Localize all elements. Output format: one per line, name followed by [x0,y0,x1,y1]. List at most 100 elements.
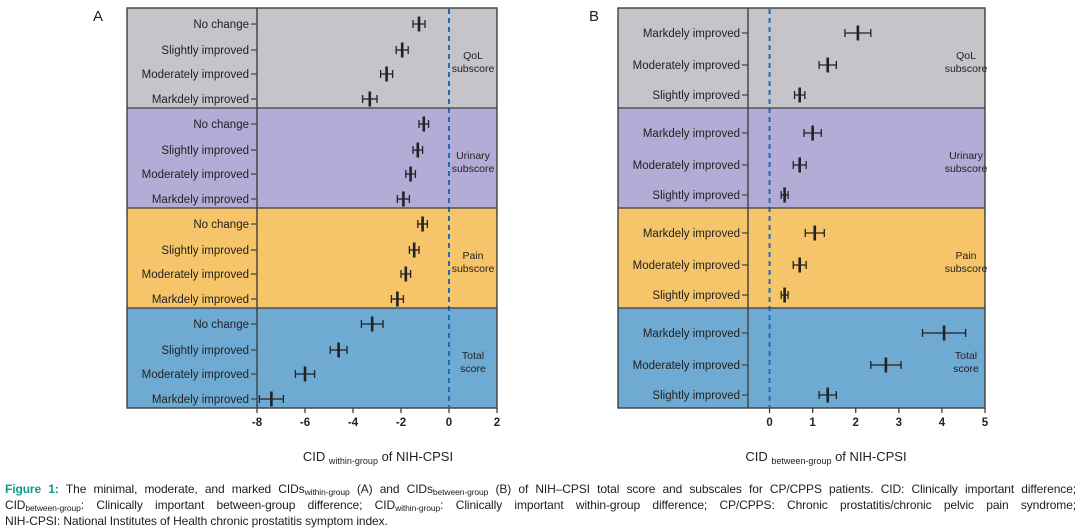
caption-text: (A) and CIDs [349,482,433,496]
group-label-line1: QoL [956,50,976,62]
row-label: Moderately improved [142,269,249,281]
row-label: Slightly improved [652,90,740,102]
caption-line-2: CIDbetween-group: Clinically important b… [5,498,1076,514]
figure-caption: Figure 1: The minimal, moderate, and mar… [5,482,1076,529]
group-label-line2: subscore [452,263,495,275]
x-tick-label: 4 [939,417,946,429]
x-tick-label: -6 [300,417,310,429]
band-qol-subscore [618,8,985,108]
error-bar-markdely-improved [361,91,378,107]
error-bar-slightly-improved [780,187,789,203]
x-tick-label: 5 [982,417,989,429]
panel-a: No change Slightly improved Moderately imp… [93,7,500,466]
group-label-line2: score [460,363,486,375]
row-label: Moderately improved [633,60,740,72]
error-bar-no-change [412,16,426,32]
error-bar-markdely-improved [396,191,411,207]
error-bar-markdely-improved [258,391,285,407]
caption-text: The minimal, moderate, and marked CIDs [65,482,305,496]
caption-subscript: within-group [395,502,441,513]
row-label: Moderately improved [142,69,249,81]
figure-label: Figure 1: [5,482,66,496]
error-bar-moderately-improved [792,257,807,273]
row-label: Slightly improved [161,45,249,57]
band-total-score [618,308,985,408]
row-label: Markdely improved [643,228,740,240]
x-tick-label: 0 [766,417,772,429]
row-label: Moderately improved [142,369,249,381]
row-label: Slightly improved [161,245,249,257]
group-label-line1: Urinary [949,150,984,162]
group-label-line1: Total [955,350,977,362]
row-label: Markdely improved [643,28,740,40]
band-urinary-subscore [127,108,497,208]
row-label: Markdely improved [643,128,740,140]
error-bar-moderately-improved [870,357,902,373]
error-bar-no-change [360,316,384,332]
x-tick-label: 0 [446,417,452,429]
row-label: Slightly improved [652,190,740,202]
x-tick-label: -8 [252,417,263,429]
group-label-line1: QoL [463,50,483,62]
caption-subscript: between-group [25,502,81,513]
x-tick-label: -2 [396,417,406,429]
group-label-line1: Total [462,350,484,362]
caption-text: NIH-CPSI: National Institutes of Health … [5,513,388,528]
group-label-line2: subscore [452,63,495,75]
caption-line-1: Figure 1: The minimal, moderate, and mar… [5,482,1076,498]
caption-text: : Clinically important between-group dif… [80,497,396,512]
row-label: Moderately improved [633,160,740,172]
caption-text: (B) of NIH–CPSI total score and subscale… [488,482,1077,496]
band-pain-subscore [127,208,497,308]
band-pain-subscore [618,208,985,308]
caption-text: CID [5,497,26,512]
error-bar-markdely-improved [804,225,825,241]
band-urinary-subscore [618,108,985,208]
panel-b: Markdely improved Moderately improved Slig… [589,7,989,466]
group-label-line1: Pain [462,250,483,262]
row-label: No change [193,19,249,31]
error-bar-slightly-improved [408,242,420,258]
error-bar-slightly-improved [780,287,789,303]
group-label-line2: score [953,363,979,375]
row-label: Slightly improved [161,345,249,357]
band-qol-subscore [127,8,497,108]
error-bar-slightly-improved [412,142,424,158]
row-label: Markdely improved [152,194,249,206]
x-tick-label: -4 [348,417,359,429]
error-bar-slightly-improved [793,87,806,103]
panel-letter: A [93,8,103,25]
error-bar-slightly-improved [329,342,348,358]
error-bar-markdely-improved [921,325,967,341]
error-bar-markdely-improved [844,25,872,41]
error-bar-markdely-improved [390,291,405,307]
group-label-line2: subscore [945,163,988,175]
x-tick-label: 1 [809,417,816,429]
x-tick-label: 3 [896,417,902,429]
row-label: Moderately improved [142,169,249,181]
error-bar-moderately-improved [400,266,412,282]
row-label: No change [193,119,249,131]
row-label: Slightly improved [652,290,740,302]
error-bar-slightly-improved [395,42,409,58]
group-label-line2: subscore [452,163,495,175]
group-label-line2: subscore [945,263,988,275]
figure-1-plot-area: No change Slightly improved Moderately imp… [93,7,989,466]
row-label: Moderately improved [633,260,740,272]
group-label-line1: Urinary [456,150,491,162]
error-bar-moderately-improved [379,66,394,82]
group-label-line2: subscore [945,63,988,75]
caption-subscript: within-group [304,487,350,497]
row-label: Moderately improved [633,360,740,372]
panel-border [617,7,986,409]
error-bar-moderately-improved [818,57,837,73]
error-bar-slightly-improved [818,387,837,403]
error-bar-markdely-improved [803,125,822,141]
error-bar-moderately-improved [792,157,807,173]
x-tick-label: 2 [494,417,500,429]
error-bar-moderately-improved [405,166,417,182]
error-bar-no-change [417,216,429,232]
row-label: Markdely improved [643,328,740,340]
group-label-line1: Pain [955,250,976,262]
row-label: No change [193,319,249,331]
